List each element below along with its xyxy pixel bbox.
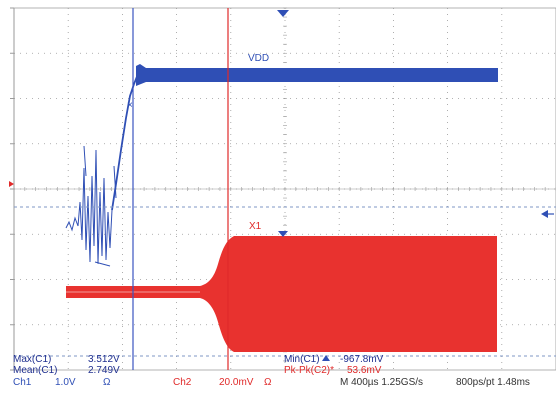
ch2-coupling: Ω bbox=[264, 377, 272, 388]
min-c1-value: -967.8mV bbox=[340, 354, 384, 365]
trigger-level-icon[interactable] bbox=[541, 210, 548, 218]
ch1-name-label: VDD bbox=[248, 53, 269, 64]
measurement-panel: Max(C1) 3.512V Mean(C1) 2.749V Min(C1) -… bbox=[13, 354, 384, 376]
ch1-ground-marker-icon bbox=[9, 181, 14, 187]
ch1-crossing-marker: × bbox=[127, 100, 133, 111]
cursor-x1-label: X1 bbox=[249, 221, 262, 232]
pkpk-c2-label: Pk-Pk(C2)* bbox=[284, 365, 334, 376]
ch2-scale[interactable]: 20.0mV bbox=[219, 377, 254, 388]
trigger-position-icon[interactable] bbox=[277, 10, 289, 17]
trigger-position-icon-lower bbox=[278, 231, 288, 237]
ch1-settled-band bbox=[136, 68, 498, 82]
ch1-rise-edge bbox=[111, 73, 139, 211]
ch1-label[interactable]: Ch1 bbox=[13, 377, 32, 388]
ch1-overshoot bbox=[136, 64, 146, 86]
pkpk-c2-value: 53.6mV bbox=[347, 365, 382, 376]
max-c1-value: 3.512V bbox=[88, 354, 120, 365]
ch2-label[interactable]: Ch2 bbox=[173, 377, 192, 388]
max-c1-label: Max(C1) bbox=[13, 354, 51, 365]
min-c1-label: Min(C1) bbox=[284, 354, 320, 365]
min-c1-marker-icon bbox=[322, 355, 330, 361]
mean-c1-label: Mean(C1) bbox=[13, 365, 57, 376]
ch2-waveform bbox=[66, 236, 497, 352]
status-bar: Ch1 1.0V Ω Ch2 20.0mV Ω M 400µs 1.25GS/s… bbox=[13, 377, 530, 388]
ch1-noise-region bbox=[65, 145, 117, 267]
timebase-readout[interactable]: M 400µs 1.25GS/s bbox=[340, 377, 423, 388]
ch1-coupling: Ω bbox=[103, 377, 111, 388]
mean-c1-value: 2.749V bbox=[88, 365, 120, 376]
record-length-readout: 800ps/pt 1.48ms bbox=[456, 377, 530, 388]
ch1-scale[interactable]: 1.0V bbox=[55, 377, 76, 388]
